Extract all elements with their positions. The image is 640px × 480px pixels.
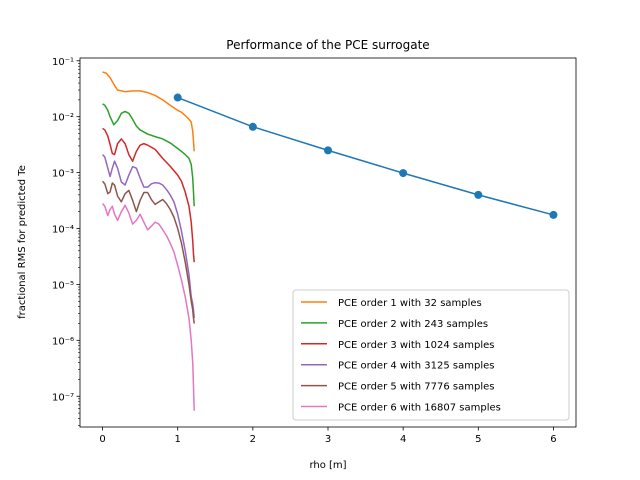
series-line-order-2 (102, 103, 195, 207)
y-tick-label: 10⁻¹ (52, 57, 74, 68)
y-axis-label: fractional RMS for predicted Te (17, 165, 28, 319)
x-axis: 0 1 2 3 4 5 6 (99, 427, 557, 445)
plot-area (101, 71, 558, 411)
marker-point (324, 146, 332, 155)
x-tick-label: 0 (99, 434, 105, 445)
y-tick-label: 10⁻⁶ (52, 336, 74, 347)
x-tick-label: 6 (550, 434, 556, 445)
x-axis-label: rho [m] (309, 460, 346, 471)
marker-point (474, 190, 483, 199)
y-axis: 10⁻⁷ 10⁻⁶ 10⁻⁵ 10⁻⁴ 10⁻³ 10⁻² 10⁻¹ (52, 57, 80, 426)
x-tick-label: 4 (400, 434, 406, 445)
legend-label: PCE order 4 with 3125 samples (338, 361, 494, 372)
series-line-order-4 (101, 154, 195, 319)
x-tick-label: 1 (175, 434, 181, 445)
marker-point (173, 93, 182, 102)
chart-title: Performance of the PCE surrogate (226, 38, 429, 52)
y-tick-label: 10⁻⁵ (52, 280, 74, 291)
legend-box (292, 289, 570, 421)
y-tick-label: 10⁻³ (52, 169, 74, 180)
legend-label: PCE order 1 with 32 samples (338, 298, 482, 309)
y-tick-label: 10⁻⁷ (52, 392, 74, 403)
y-tick-label: 10⁻² (52, 113, 74, 124)
y-tick-label: 10⁻⁴ (52, 225, 74, 236)
legend-label: PCE order 5 with 7776 samples (338, 382, 494, 393)
legend: PCE order 1 with 32 samples PCE order 2 w… (292, 289, 570, 421)
x-tick-label: 3 (325, 434, 331, 445)
marker-series-line (177, 96, 554, 216)
marker-point (248, 122, 257, 131)
series-line-order-6 (101, 203, 195, 411)
series-line-order-1 (102, 71, 195, 152)
legend-label: PCE order 6 with 16807 samples (338, 403, 501, 414)
marker-point (549, 210, 558, 219)
x-tick-label: 2 (250, 434, 256, 445)
x-tick-label: 5 (475, 434, 481, 445)
series-line-order-5 (101, 180, 195, 324)
legend-label: PCE order 3 with 1024 samples (338, 340, 494, 351)
marker-point (399, 169, 408, 178)
legend-label: PCE order 2 with 243 samples (338, 319, 488, 330)
series-line-order-3 (102, 127, 195, 263)
